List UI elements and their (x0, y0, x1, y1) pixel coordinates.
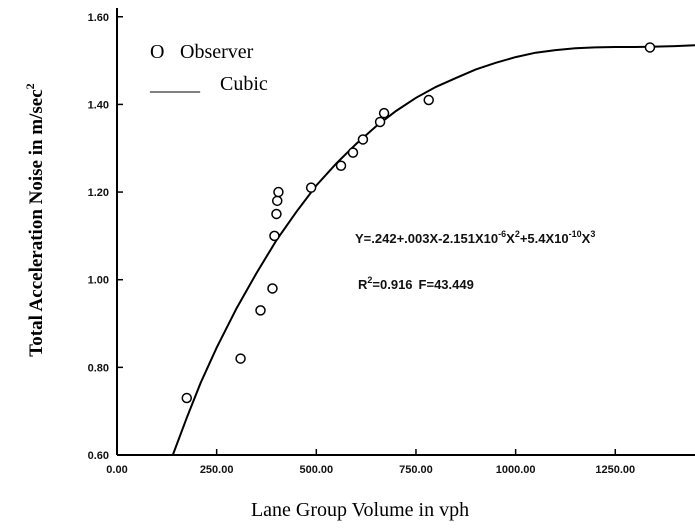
x-tick-label: 750.00 (399, 464, 433, 476)
plot-frame (116, 8, 695, 456)
x-tick-label: 500.00 (299, 464, 333, 476)
x-tick-label: 1000.00 (496, 464, 536, 476)
legend-fit-label: Cubic (220, 73, 268, 95)
observed-point (305, 182, 317, 193)
observed-point (255, 305, 266, 316)
fit-curve-line (171, 44, 695, 456)
y-axis-title-main: Total Acceleration Noise in m/sec (26, 89, 47, 356)
observed-point (181, 392, 193, 404)
equation-exp1: -6 (498, 229, 506, 239)
observed-point (335, 160, 347, 172)
y-tick-label: 1.60 (88, 12, 109, 24)
y-tick-label: 0.60 (88, 450, 109, 462)
legend: O Observer _____ Cubic (149, 41, 268, 95)
stats-r-value: =0.916 (372, 277, 412, 292)
y-axis-title: Total Acceleration Noise in m/sec2 (23, 83, 47, 356)
points-group (181, 42, 656, 404)
x-ticks: 0.00 250.00 500.00 750.00 1000.00 1250.00 (106, 449, 635, 476)
y-tick-label: 1.00 (88, 275, 109, 287)
stats-r-sup: 2 (367, 275, 372, 285)
y-ticks: 0.60 0.80 1.00 1.20 1.40 1.60 (88, 12, 123, 462)
observed-point (644, 42, 656, 53)
legend-marker-symbol: O (150, 41, 164, 63)
equation-text: Y=.242+.003X-2.151X10-6X2+5.4X10-10X3 (355, 229, 595, 246)
observed-point (271, 195, 283, 207)
x-tick-label: 1250.00 (595, 464, 635, 476)
fit-curve-group (171, 44, 695, 456)
observed-point (269, 230, 280, 242)
equation-mid3: X (582, 231, 591, 246)
observed-point (271, 208, 282, 220)
y-tick-label: 1.20 (88, 187, 109, 199)
stats-f: F=43.449 (419, 277, 474, 292)
legend-observed-label: Observer (180, 41, 254, 63)
legend-line-symbol: _____ (149, 73, 201, 95)
observed-point (423, 94, 434, 106)
y-tick-label: 1.40 (88, 99, 109, 111)
stats-r-label: R (358, 277, 368, 292)
observed-point (374, 116, 386, 128)
equation-exp2: 2 (515, 229, 520, 239)
equation-mid1: X (506, 231, 515, 246)
x-axis-title: Lane Group Volume in vph (251, 499, 469, 521)
equation-prefix: Y=.242+.003X-2.151X10 (355, 231, 498, 246)
observed-point (347, 147, 359, 158)
observed-point (267, 283, 278, 294)
observed-point (235, 353, 246, 364)
equation-annotation: Y=.242+.003X-2.151X10-6X2+5.4X10-10X3 (355, 229, 595, 246)
y-tick-label: 0.80 (88, 362, 109, 374)
observed-point (378, 107, 390, 119)
stats-annotation: R2=0.916 F=43.449 (358, 275, 474, 292)
observed-point (357, 134, 369, 145)
equation-exp4: 3 (590, 229, 595, 239)
x-tick-label: 250.00 (200, 464, 234, 476)
equation-mid2: +5.4X10 (520, 231, 569, 246)
stats-text: R2=0.916 F=43.449 (358, 275, 474, 292)
y-axis-title-sup: 2 (23, 83, 37, 89)
observed-point (273, 186, 284, 198)
equation-exp3: -10 (569, 229, 582, 239)
x-tick-label: 0.00 (106, 464, 127, 476)
